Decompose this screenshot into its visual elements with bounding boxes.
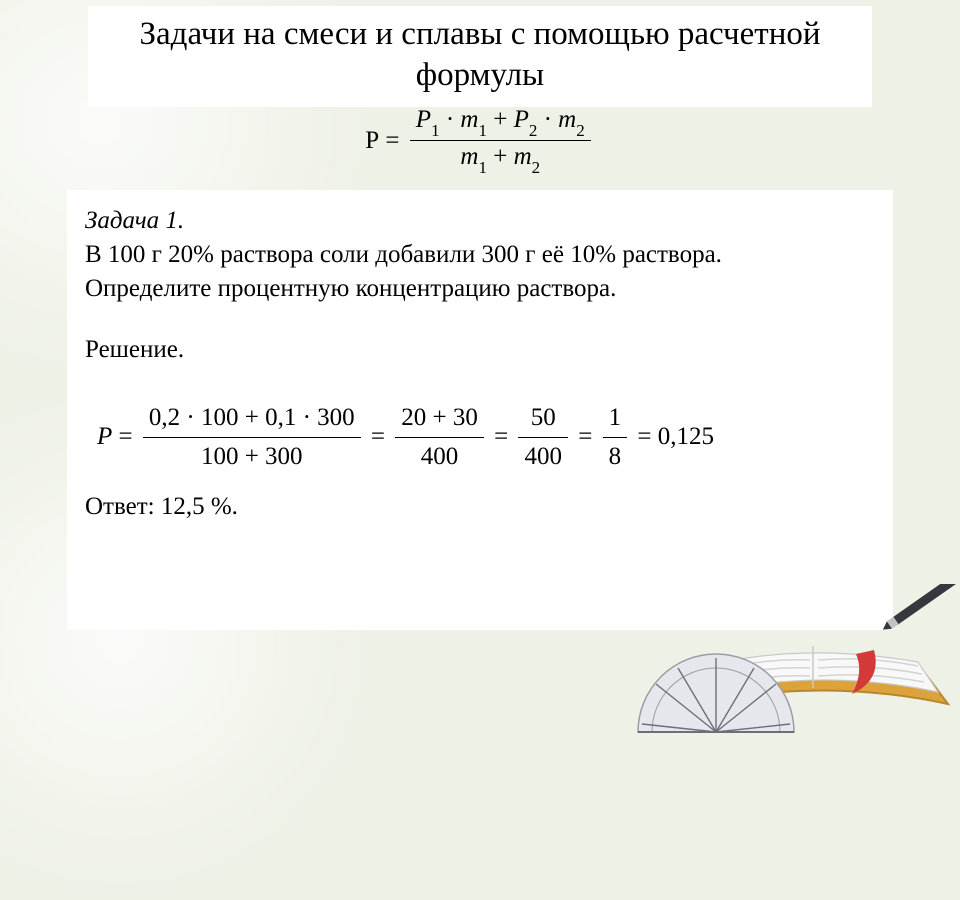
slide-title-box: Задачи на смеси и сплавы с помощью расче… xyxy=(88,6,872,107)
solution-step3-den: 400 xyxy=(518,438,568,476)
equals-1: = xyxy=(365,420,392,454)
slide-title: Задачи на смеси и сплавы с помощью расче… xyxy=(100,14,860,97)
solution-step2-num: 20 + 30 xyxy=(395,399,484,437)
main-formula: P = P1 · m1 + P2 · m2 m1 + m2 xyxy=(0,104,960,177)
slide: Задачи на смеси и сплавы с помощью расче… xyxy=(0,0,960,720)
task-label: Задача 1. xyxy=(85,204,875,238)
solution-step4-den: 8 xyxy=(603,438,628,476)
answer-value: 12,5 %. xyxy=(161,493,238,520)
solution-step1-den: 100 + 300 xyxy=(195,438,309,476)
equals-2: = xyxy=(488,420,515,454)
formula-fraction: P1 · m1 + P2 · m2 m1 + m2 xyxy=(410,104,591,177)
solution-step3-num: 50 xyxy=(525,399,562,437)
solution-step1-num: 0,2 · 100 + 0,1 · 300 xyxy=(143,399,361,437)
answer-label: Ответ: xyxy=(85,493,161,520)
task-text-line-2: Определите процентную концентрацию раств… xyxy=(85,272,875,306)
solution-step4-num: 1 xyxy=(603,399,628,437)
solution-step2-den: 400 xyxy=(415,438,465,476)
pen-icon xyxy=(880,584,960,633)
solution-formula: P = 0,2 · 100 + 0,1 · 300 100 + 300 = 20… xyxy=(85,399,875,476)
solution-step2: 20 + 30 400 xyxy=(395,399,484,476)
equals-3: = xyxy=(572,420,599,454)
formula-den: m1 + m2 xyxy=(454,141,546,177)
formula-lhs: P = xyxy=(365,127,406,155)
answer: Ответ: 12,5 %. xyxy=(85,490,875,524)
solution-result: 0,125 xyxy=(658,420,714,454)
solution-step3: 50 400 xyxy=(518,399,568,476)
solution-label: Решение. xyxy=(85,333,875,367)
formula-num: P1 · m1 + P2 · m2 xyxy=(410,104,591,140)
equals-4: = xyxy=(631,420,658,454)
book-decor xyxy=(618,584,960,734)
task-text-line-1: В 100 г 20% раствора соли добавили 300 г… xyxy=(85,238,875,272)
solution-step4: 1 8 xyxy=(603,399,628,476)
task-panel: Задача 1. В 100 г 20% раствора соли доба… xyxy=(67,190,893,630)
solution-step1: 0,2 · 100 + 0,1 · 300 100 + 300 xyxy=(143,399,361,476)
solution-lhs: P = xyxy=(97,420,139,454)
